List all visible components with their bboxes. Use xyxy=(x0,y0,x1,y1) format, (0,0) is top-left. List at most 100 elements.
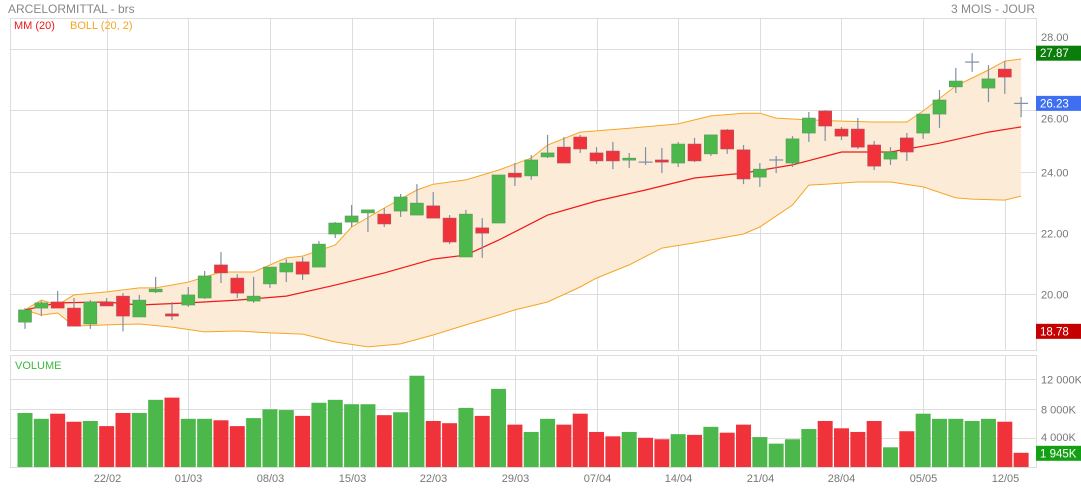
candle-up xyxy=(328,222,343,235)
candle xyxy=(132,294,147,318)
volume-bar xyxy=(719,432,735,467)
candle xyxy=(753,163,767,187)
candle xyxy=(916,113,930,139)
volume-bar xyxy=(948,418,964,467)
volume-bar xyxy=(99,426,115,467)
candle-down xyxy=(377,213,392,225)
legend-ma: MM (20) xyxy=(14,20,55,32)
candle xyxy=(867,141,881,171)
candle-up xyxy=(459,213,473,258)
price-badges: 27.87 26.23 18.78 1 945K xyxy=(1036,45,1081,461)
volume-bar xyxy=(523,431,539,467)
volume-bar xyxy=(736,424,752,467)
candle-down xyxy=(736,149,751,180)
volume-badge xyxy=(1036,445,1081,461)
volume-bar xyxy=(605,436,621,467)
candle xyxy=(573,134,588,153)
candle-down xyxy=(557,146,571,164)
candle xyxy=(34,301,49,317)
candle xyxy=(279,259,294,283)
date-tick-label: 22/03 xyxy=(420,473,448,485)
volume-bar xyxy=(964,421,980,467)
candle xyxy=(687,137,702,163)
volume-bar xyxy=(670,434,686,467)
candle-up xyxy=(622,157,637,161)
volume-bar xyxy=(360,404,376,467)
date-tick-label: 21/04 xyxy=(747,473,775,485)
candle xyxy=(344,204,359,227)
candle-up xyxy=(263,266,277,285)
x-axis: 22/02 01/03 08/03 15/03 22/03 29/03 07/04 14/04… xyxy=(94,473,1020,485)
candle-up xyxy=(753,168,767,178)
period-selector[interactable]: 3 MOIS - JOUR xyxy=(951,2,1035,16)
candle-down xyxy=(508,172,522,178)
price-badge-high xyxy=(1036,45,1081,61)
price-tick-label: 24.00 xyxy=(1041,168,1069,180)
candle xyxy=(834,126,849,141)
volume-bar xyxy=(834,428,849,467)
date-tick-label: 29/03 xyxy=(502,473,530,485)
volume-bar xyxy=(82,421,98,467)
volume-bar xyxy=(621,431,637,467)
candle xyxy=(704,134,718,157)
date-tick-label: 14/04 xyxy=(665,473,693,485)
candle xyxy=(540,134,555,159)
price-tick-label: 22.00 xyxy=(1041,229,1069,241)
candle xyxy=(214,252,228,283)
candle xyxy=(524,155,539,180)
volume-bar xyxy=(148,399,164,467)
candle xyxy=(736,144,751,185)
date-tick-label: 28/04 xyxy=(828,473,856,485)
candle-up xyxy=(932,99,947,115)
volume-bar xyxy=(327,399,343,467)
candle xyxy=(328,222,343,239)
date-tick-label: 15/03 xyxy=(339,473,367,485)
candle-down xyxy=(116,295,130,317)
date-tick-label: 01/03 xyxy=(175,473,203,485)
candle-up xyxy=(312,243,326,268)
volume-bar xyxy=(572,413,588,467)
candle xyxy=(720,129,734,154)
candle xyxy=(671,141,686,168)
candle xyxy=(818,110,832,142)
candle-down xyxy=(295,261,310,275)
candle-up xyxy=(410,202,424,216)
price-badge-low xyxy=(1036,323,1081,339)
candle-down xyxy=(426,205,441,219)
candle-up xyxy=(393,196,408,212)
candle-down xyxy=(50,301,65,309)
candle xyxy=(99,297,114,307)
candle xyxy=(883,147,898,165)
candle xyxy=(116,293,130,332)
volume-tick-label: 12 000K xyxy=(1041,375,1081,387)
candle xyxy=(230,274,245,298)
price-badge-last-label: 26.23 xyxy=(1040,98,1069,110)
candle xyxy=(965,53,980,72)
candle-down xyxy=(214,264,228,274)
volume-tick-label: 8 000K xyxy=(1041,405,1077,417)
volume-bar xyxy=(50,413,66,467)
volume-bar xyxy=(785,439,801,467)
date-tick-label: 08/03 xyxy=(257,473,285,485)
price-panel-border xyxy=(10,18,1037,351)
volume-bar xyxy=(311,402,327,467)
candle xyxy=(50,290,65,309)
candle-up xyxy=(671,143,686,164)
candle xyxy=(949,67,963,93)
candle xyxy=(442,215,457,245)
candle-up xyxy=(181,294,196,306)
candle-down xyxy=(851,128,865,148)
date-tick-label: 22/02 xyxy=(94,473,122,485)
candle-up xyxy=(949,80,963,88)
candle-up xyxy=(83,301,98,325)
candle xyxy=(900,133,914,161)
volume-bar xyxy=(246,418,262,467)
candle xyxy=(932,89,947,128)
candle-down xyxy=(606,150,620,162)
volume-bar xyxy=(752,437,768,467)
candle-up xyxy=(524,159,539,177)
date-tick-label: 05/05 xyxy=(910,473,938,485)
volume-bar xyxy=(197,418,213,467)
volume-bar xyxy=(474,415,490,467)
volume-bar xyxy=(66,421,82,467)
